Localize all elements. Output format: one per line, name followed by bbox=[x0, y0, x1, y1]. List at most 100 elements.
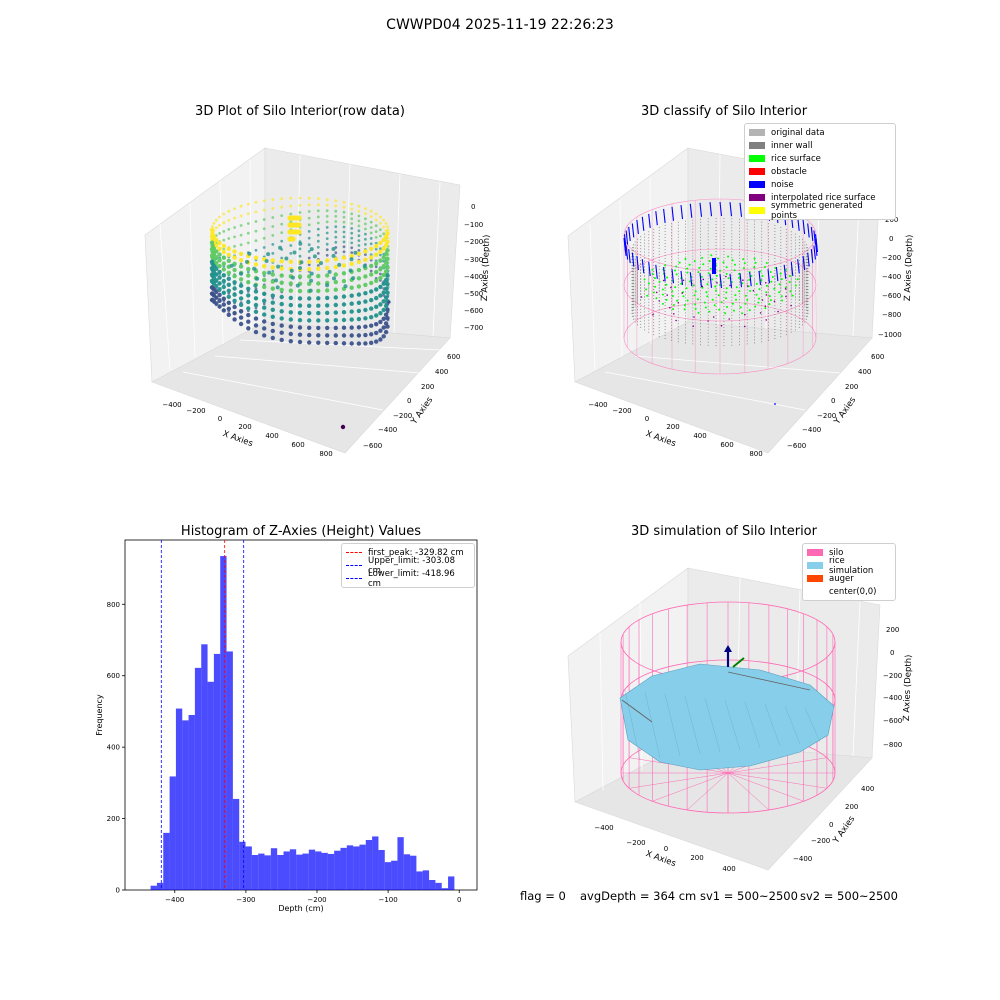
raw-data-point bbox=[342, 200, 346, 204]
raw-data-point bbox=[209, 285, 215, 290]
raw-y-tick: 400 bbox=[435, 368, 448, 376]
raw-data-point bbox=[246, 212, 250, 216]
classify-noise-stroke bbox=[636, 219, 639, 235]
histogram-bar bbox=[378, 850, 385, 890]
raw-data-point bbox=[385, 231, 390, 236]
raw-data-point bbox=[238, 296, 244, 301]
classify-noise-stroke bbox=[699, 202, 703, 217]
raw-data-point bbox=[262, 302, 266, 306]
raw-data-point bbox=[378, 284, 383, 290]
classify-rice-point bbox=[749, 289, 752, 292]
classify-rice-point bbox=[758, 297, 760, 300]
raw-data-point bbox=[297, 274, 303, 279]
raw-data-point bbox=[325, 253, 329, 257]
raw-data-point bbox=[350, 222, 354, 225]
sim-x-tick: −400 bbox=[594, 824, 613, 832]
raw-data-point bbox=[374, 339, 379, 344]
raw-data-point bbox=[374, 236, 378, 239]
raw-data-point bbox=[383, 269, 389, 274]
raw-data-point bbox=[350, 241, 354, 245]
raw-x-tick: −200 bbox=[186, 407, 205, 415]
histogram-bar bbox=[270, 848, 278, 890]
raw-data-point bbox=[280, 214, 284, 218]
raw-data-point bbox=[341, 325, 347, 330]
raw-data-point bbox=[356, 267, 362, 273]
raw-data-point bbox=[227, 218, 231, 222]
raw-cluster-point bbox=[290, 236, 296, 242]
raw-data-point bbox=[288, 281, 293, 286]
raw-data-point bbox=[350, 212, 354, 216]
raw-data-point bbox=[349, 317, 354, 322]
raw-data-point bbox=[270, 328, 275, 334]
raw-data-point bbox=[341, 278, 347, 284]
raw-data-point bbox=[289, 196, 293, 200]
raw-data-point bbox=[238, 258, 244, 263]
raw-data-point bbox=[349, 261, 354, 267]
raw-data-point bbox=[279, 323, 284, 328]
raw-data-point bbox=[333, 310, 338, 315]
classify-interpolated-point bbox=[790, 304, 792, 307]
raw-data-point bbox=[325, 265, 330, 271]
raw-data-point bbox=[385, 290, 390, 295]
classify-rice-point bbox=[680, 282, 683, 285]
classify-rice-point bbox=[727, 255, 730, 258]
classify-rice-point bbox=[686, 271, 689, 274]
legend-entry-interpolated: interpolated rice surface bbox=[745, 191, 895, 204]
raw-data-point bbox=[307, 203, 311, 207]
classify-y-tick: 0 bbox=[831, 397, 835, 405]
raw-data-point bbox=[280, 256, 284, 260]
raw-floor-point bbox=[276, 264, 281, 269]
raw-data-point bbox=[381, 307, 386, 313]
sim-z-tick: 0 bbox=[890, 649, 894, 657]
raw-data-point bbox=[279, 337, 284, 343]
raw-data-point bbox=[221, 302, 226, 307]
sim-y-tick: 0 bbox=[829, 821, 833, 829]
classify-rice-point bbox=[773, 287, 776, 290]
raw-data-point bbox=[209, 291, 215, 296]
classify-interpolated-point bbox=[784, 288, 787, 290]
raw-data-point bbox=[289, 252, 293, 255]
classify-noise-stroke bbox=[739, 202, 743, 217]
classify-rice-point bbox=[785, 286, 787, 289]
classify-noise-stroke bbox=[719, 201, 723, 217]
histogram-x-ticks: −400 −300 −200 −100 0 bbox=[165, 890, 461, 904]
histogram-bar bbox=[220, 556, 227, 890]
classify-x-tick: −200 bbox=[612, 407, 631, 415]
classify-rice-point bbox=[651, 268, 654, 271]
classify-rice-point bbox=[676, 299, 679, 302]
classify-rice-point bbox=[755, 293, 758, 296]
raw-data-point bbox=[316, 221, 320, 225]
raw-floor-point bbox=[266, 252, 271, 257]
raw-floor-point bbox=[239, 271, 243, 276]
classify-rice-point bbox=[744, 302, 747, 305]
classify-noise-stroke bbox=[813, 245, 816, 260]
legend-swatch bbox=[749, 194, 765, 201]
raw-data-point bbox=[357, 219, 361, 223]
raw-data-point bbox=[369, 209, 373, 213]
raw-floor-point bbox=[325, 283, 330, 288]
raw-y-tick: 0 bbox=[407, 397, 411, 405]
classify-interpolated-point bbox=[716, 282, 718, 284]
rice-surface-mesh bbox=[724, 699, 741, 751]
raw-data-point bbox=[383, 243, 389, 248]
classify-rice-point bbox=[734, 263, 736, 266]
legend-entry-silo: silo bbox=[803, 546, 895, 559]
silo-floor-spoke bbox=[727, 772, 804, 802]
legend-label: first_peak: -329.82 cm bbox=[368, 547, 464, 558]
raw-data-point bbox=[307, 281, 312, 286]
classify-rice-point bbox=[755, 282, 758, 285]
legend-swatch bbox=[749, 168, 765, 175]
raw-data-point bbox=[364, 222, 367, 226]
raw-data-point bbox=[369, 289, 374, 294]
raw-data-point bbox=[262, 264, 267, 269]
legend-label: Upper_limit: -303.08 cm bbox=[368, 555, 456, 576]
raw-floor-point bbox=[362, 264, 367, 268]
raw-data-point bbox=[214, 260, 219, 266]
raw-data-point bbox=[238, 302, 244, 307]
classify-rice-point bbox=[788, 275, 791, 277]
raw-data-point bbox=[374, 330, 379, 336]
histogram-bar bbox=[435, 882, 442, 890]
raw-data-point bbox=[341, 271, 347, 276]
classify-x-tick: 800 bbox=[749, 450, 762, 458]
